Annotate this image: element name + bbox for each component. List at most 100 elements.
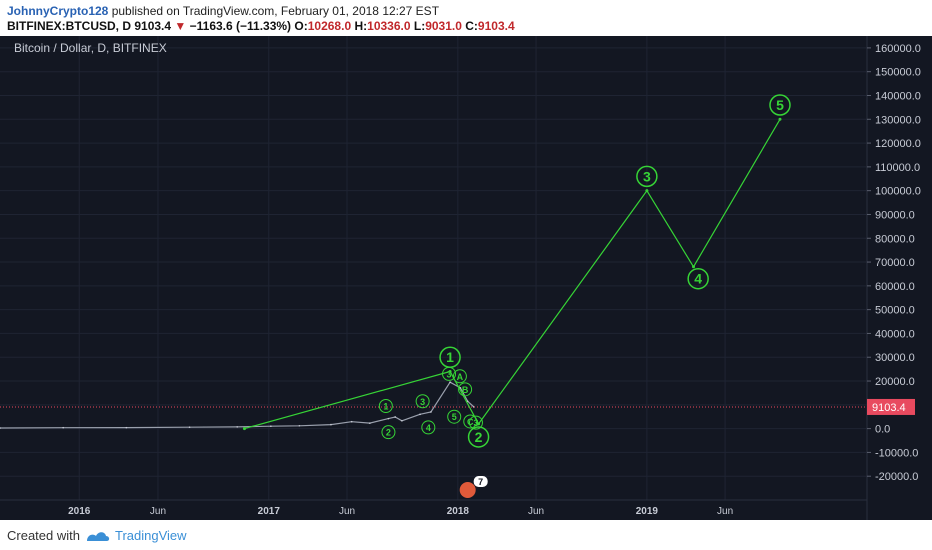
wave-label-circle [415, 394, 430, 409]
wave-label-2: 2 [386, 428, 391, 438]
low-value: 9031.0 [425, 19, 462, 33]
y-tick-label: 40000.0 [875, 328, 915, 340]
y-tick-label: 130000.0 [875, 114, 921, 126]
y-tick-label: -10000.0 [875, 447, 918, 459]
wave-label-C: C [467, 417, 474, 427]
wave-label-A: A [457, 372, 464, 382]
wave-label-circle [452, 369, 467, 384]
y-tick-label: 160000.0 [875, 43, 921, 55]
tradingview-logo-icon[interactable] [85, 529, 111, 548]
wave-label-circle [468, 415, 483, 430]
price-series [0, 381, 867, 429]
price-point [368, 422, 371, 424]
y-tick-label: -20000.0 [875, 471, 918, 483]
wave-label-3: 3 [473, 418, 478, 428]
wave-label-circle [463, 414, 478, 429]
high-value: 10336.0 [367, 19, 411, 33]
wave-label-circle [381, 425, 396, 440]
y-tick-label: 110000.0 [875, 162, 920, 174]
open-label: O: [294, 19, 308, 33]
chart-title: Bitcoin / Dollar, D, BITFINEX [14, 41, 167, 55]
x-tick-label: 2016 [68, 506, 91, 517]
price-point [430, 411, 432, 413]
wave-point [477, 422, 481, 426]
wave-label-circle [421, 420, 436, 435]
down-arrow-icon: ▼ [174, 19, 187, 33]
x-tick-label: 2019 [636, 506, 659, 517]
y-tick-label: 100000.0 [875, 186, 921, 198]
wave-label-5: 5 [776, 97, 784, 113]
current-price-label: 9103.4 [872, 402, 906, 414]
y-tick-label: 150000.0 [875, 67, 921, 79]
price-point [62, 426, 64, 429]
x-tick-label: 2018 [447, 506, 470, 517]
wave-label-3: 3 [447, 369, 452, 379]
publish-line: JohnnyCrypto128 published on TradingView… [7, 4, 439, 18]
chart-header: JohnnyCrypto128 published on TradingView… [0, 0, 932, 36]
wave-label-1: 1 [383, 402, 388, 412]
price-point [298, 424, 301, 427]
tradingview-brand-link[interactable]: TradingView [115, 528, 187, 543]
price-point [0, 427, 1, 429]
time-axis[interactable]: 2016 Jun 2017 Jun 2018 Jun 2019 Jun [68, 506, 733, 517]
price-point [270, 425, 272, 428]
events-count-bubble [473, 476, 488, 487]
elliott-wave-line [244, 118, 781, 430]
open-value: 10268.0 [307, 19, 352, 33]
events-flag-icon[interactable] [459, 482, 476, 498]
author-link[interactable]: JohnnyCrypto128 [7, 4, 109, 18]
wave-label-1: 1 [446, 349, 454, 365]
events-badge[interactable]: 7 [459, 476, 488, 498]
wave-point [691, 265, 695, 269]
wave-label-circle [687, 267, 709, 290]
y-tick-label: 50000.0 [875, 305, 915, 317]
wave-point [242, 427, 246, 431]
current-price-tag [867, 398, 915, 415]
price-axis[interactable]: -20000.0-10000.00.010000.020000.030000.0… [867, 43, 921, 483]
symbol-label: BITFINEX:BTCUSD, D [7, 19, 131, 33]
wave-label-circle [447, 409, 462, 424]
y-tick-label: 140000.0 [875, 90, 921, 102]
x-tick-label: Jun [150, 506, 166, 517]
publish-info: published on TradingView.com, February 0… [111, 4, 440, 18]
y-tick-label: 0.0 [875, 424, 890, 436]
events-count: 7 [478, 477, 483, 487]
low-label: L: [413, 19, 426, 33]
high-label: H: [354, 19, 368, 33]
price-point [419, 413, 421, 416]
price-change: −1163.6 (−11.33%) [189, 19, 292, 33]
wave-label-circle [636, 165, 658, 188]
last-price: 9103.4 [134, 19, 172, 33]
quote-line: BITFINEX:BTCUSD, D 9103.4 ▼ −1163.6 (−11… [7, 19, 515, 33]
wave-label-4: 4 [694, 271, 702, 287]
wave-series [242, 117, 782, 431]
price-point [387, 417, 390, 420]
wave-label-2: 2 [475, 429, 483, 445]
wave-label-circle [378, 399, 393, 414]
y-tick-label: 20000.0 [875, 376, 915, 388]
y-tick-label: 80000.0 [875, 233, 915, 245]
close-value: 9103.4 [477, 19, 515, 33]
price-point [125, 426, 128, 429]
price-chart[interactable]: Bitcoin / Dollar, D, BITFINEX 1234512343… [0, 36, 932, 520]
y-tick-label: 70000.0 [875, 257, 915, 269]
price-point [401, 419, 403, 422]
wave-label-circle [442, 366, 457, 381]
price-point [330, 423, 332, 426]
price-point [394, 416, 396, 418]
price-point [466, 400, 469, 403]
close-label: C: [465, 19, 478, 33]
y-tick-label: 30000.0 [875, 352, 915, 364]
wave-point [448, 370, 452, 374]
price-point [236, 426, 239, 428]
y-tick-label: 120000.0 [875, 138, 921, 150]
x-tick-label: Jun [717, 506, 733, 517]
price-point [459, 387, 462, 389]
footer: Created with TradingView [0, 520, 932, 550]
price-point [449, 381, 451, 384]
wave-label-3: 3 [643, 168, 651, 184]
wave-label-3: 3 [420, 397, 425, 407]
wave-point [645, 189, 649, 193]
